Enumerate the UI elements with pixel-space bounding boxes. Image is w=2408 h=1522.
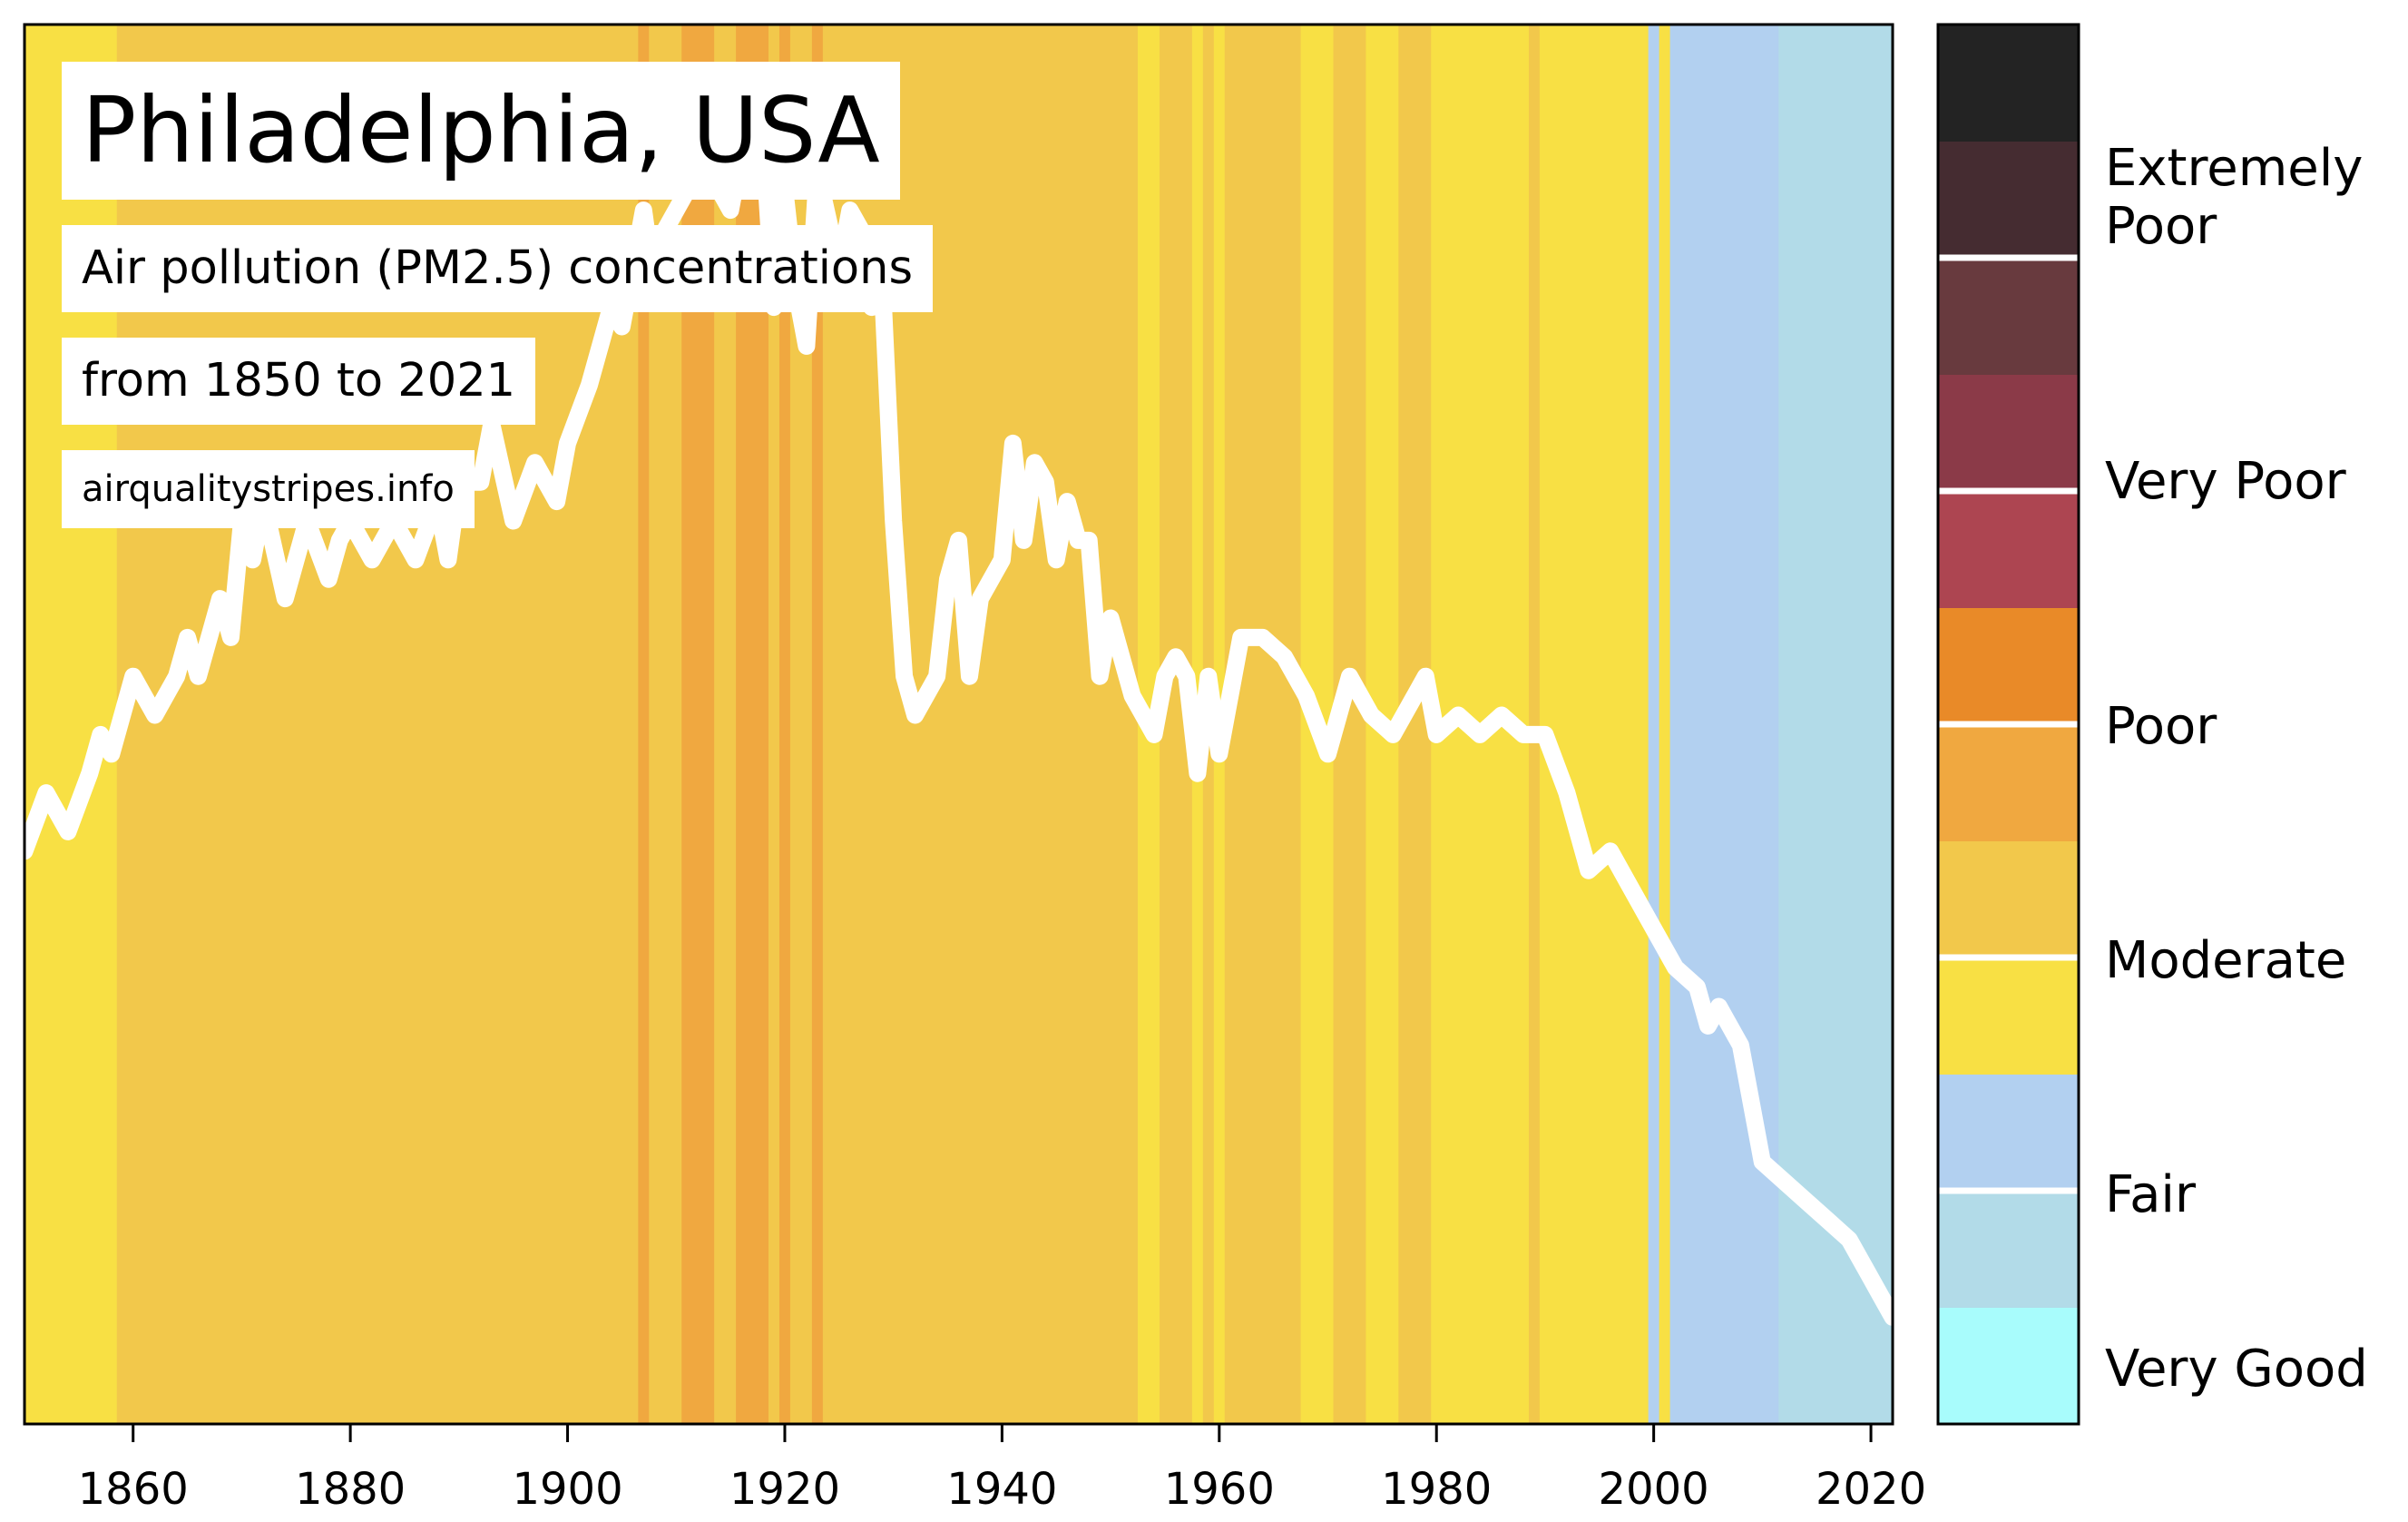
plot-frame (23, 23, 1894, 1426)
stripe-7 (768, 25, 780, 1424)
colorbar-band-2 (1938, 1074, 2079, 1192)
stripe-23 (1528, 25, 1541, 1424)
stripe-28 (1778, 25, 1894, 1424)
x-tick-label-1960: 1960 (1164, 1464, 1275, 1515)
x-tick-label-1860: 1860 (78, 1464, 189, 1515)
x-tick-label-1900: 1900 (512, 1464, 622, 1515)
colorbar-band-6 (1938, 607, 2079, 725)
chart-title: Philadelphia, USA (62, 62, 900, 200)
colorbar-label-0: Very Good (2105, 1340, 2368, 1399)
chart-year-range: from 1850 to 2021 (62, 338, 536, 425)
chart-subtitle: Air pollution (PM2.5) concentrations (62, 225, 934, 312)
colorbar-band-8 (1938, 374, 2079, 492)
colorbar-band-11 (1938, 24, 2079, 142)
colorbar-band-7 (1938, 490, 2079, 608)
colorbar-band-9 (1938, 257, 2079, 375)
pm25-trend-line (15, 84, 1902, 1326)
x-tick-label-1880: 1880 (295, 1464, 406, 1515)
colorbar-band-1 (1938, 1190, 2079, 1308)
colorbar-band-4 (1938, 840, 2079, 958)
colorbar-label-5: Extremely Poor (2105, 139, 2364, 256)
colorbar (1938, 24, 2079, 1425)
colorbar-label-4: Very Poor (2105, 452, 2346, 511)
stripe-17 (1224, 25, 1302, 1424)
source-label: airqualitystripes.info (62, 450, 475, 528)
x-tick-label-1940: 1940 (946, 1464, 1057, 1515)
x-tick-label-2020: 2020 (1816, 1464, 1926, 1515)
colorbar-band-3 (1938, 957, 2079, 1075)
stripe-24 (1539, 25, 1649, 1424)
colorbar-band-5 (1938, 723, 2079, 841)
stripe-10 (811, 25, 824, 1424)
x-tick-label-2000: 2000 (1599, 1464, 1709, 1515)
colorbar-label-3: Poor (2105, 697, 2217, 756)
stripe-8 (778, 25, 791, 1424)
colorbar-band-0 (1938, 1307, 2079, 1425)
x-tick-label-1980: 1980 (1381, 1464, 1492, 1515)
stripe-2 (638, 25, 651, 1424)
colorbar-label-2: Moderate (2105, 931, 2347, 990)
stripe-26 (1659, 25, 1671, 1424)
stripe-27 (1669, 25, 1780, 1424)
colorbar-band-10 (1938, 141, 2079, 259)
x-tick-label-1920: 1920 (729, 1464, 840, 1515)
x-axis: 1860 1880 1900 1920 1940 1960 1980 2000 2020 (78, 1424, 1926, 1515)
colorbar-frame (1936, 23, 2080, 1426)
colorbar-label-1: Fair (2105, 1165, 2196, 1224)
stripe-25 (1648, 25, 1660, 1424)
